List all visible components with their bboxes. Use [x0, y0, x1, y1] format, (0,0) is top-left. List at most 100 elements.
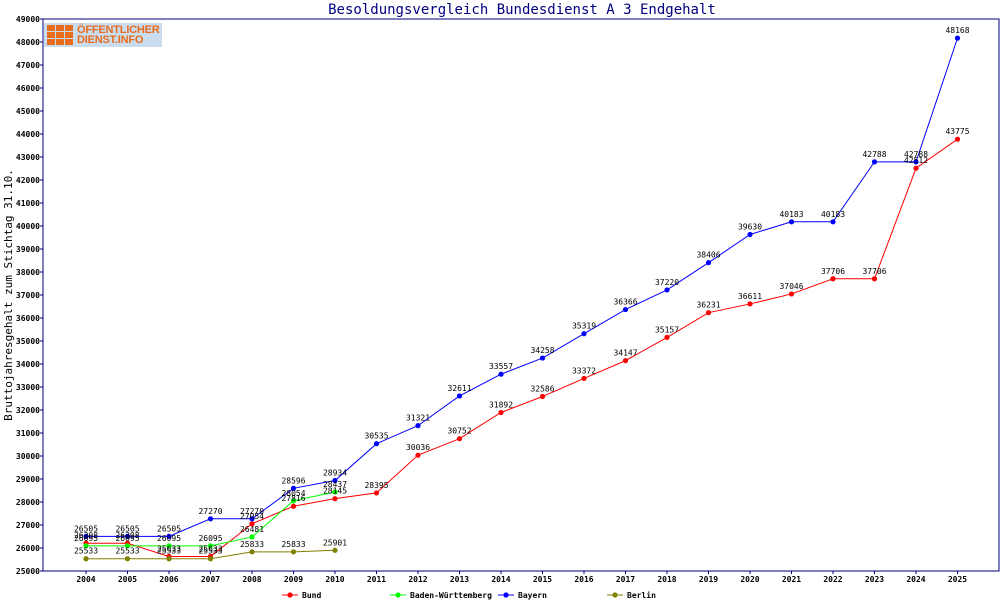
x-tick-label: 2005 — [118, 575, 137, 584]
data-point — [83, 533, 89, 539]
data-point — [83, 556, 89, 562]
y-tick-label: 36000 — [16, 314, 40, 323]
data-point — [249, 549, 255, 555]
data-label: 42788 — [904, 150, 928, 159]
data-label: 36231 — [696, 301, 720, 310]
data-point — [290, 498, 297, 504]
data-point — [456, 393, 463, 399]
data-point — [871, 276, 878, 282]
data-label: 26208 — [74, 531, 98, 540]
data-point — [415, 452, 421, 458]
data-label: 28437 — [323, 480, 347, 489]
data-label: 31321 — [406, 414, 430, 423]
data-point — [124, 533, 131, 539]
y-tick-label: 40000 — [16, 222, 40, 231]
site-logo: ÖFFENTLICHER DIENST.INFO — [44, 23, 162, 47]
data-label: 28934 — [323, 469, 347, 478]
legend-label: Bayern — [518, 591, 547, 600]
x-tick-label: 2019 — [699, 575, 718, 584]
legend-item: Bund — [282, 591, 321, 600]
y-tick-label: 27000 — [16, 521, 40, 530]
y-tick-label: 45000 — [16, 107, 40, 116]
data-label: 35319 — [572, 322, 596, 331]
y-tick-label: 25000 — [16, 567, 40, 576]
data-label: 25533 — [115, 547, 139, 556]
x-tick-label: 2018 — [657, 575, 676, 584]
data-point — [415, 423, 421, 429]
data-label: 25833 — [240, 540, 264, 549]
data-label: 37706 — [862, 267, 886, 276]
y-tick-label: 34000 — [16, 360, 40, 369]
y-tick-label: 44000 — [16, 130, 40, 139]
y-tick-label: 49000 — [16, 15, 40, 24]
data-point — [788, 219, 795, 225]
series-bund — [83, 136, 961, 560]
series-berlin — [83, 547, 338, 562]
data-point — [539, 393, 546, 400]
data-label: 39630 — [738, 223, 762, 232]
data-label: 37706 — [821, 267, 845, 276]
x-tick-label: 2006 — [159, 575, 178, 584]
data-point — [166, 533, 172, 539]
series-line — [86, 138, 958, 557]
data-point — [622, 358, 629, 364]
series-layer — [83, 35, 961, 562]
data-label: 26505 — [74, 524, 98, 533]
logo-text: ÖFFENTLICHER DIENST.INFO — [77, 24, 160, 46]
logo-line-1: ÖFFENTLICHER — [77, 24, 160, 36]
data-label: 25533 — [74, 547, 98, 556]
x-tick-label: 2010 — [325, 575, 344, 584]
data-point — [332, 477, 338, 484]
x-tick-label: 2015 — [533, 575, 552, 584]
y-axis-label: Bruttojahresgehalt zum Stichtag 31.10. — [2, 169, 15, 421]
y-tick-label: 39000 — [16, 245, 40, 254]
legend-item: Berlin — [607, 590, 656, 600]
data-point — [664, 287, 670, 293]
data-point — [249, 521, 255, 527]
data-label: 26095 — [157, 534, 181, 543]
y-tick-label: 42000 — [16, 176, 40, 185]
data-label: 32586 — [530, 385, 554, 394]
data-label: 48168 — [945, 26, 969, 35]
data-label: 26095 — [115, 534, 139, 543]
data-label: 26095 — [198, 534, 222, 543]
y-tick-label: 41000 — [16, 199, 40, 208]
data-point — [498, 409, 504, 416]
series-baden-w-rttemberg — [83, 489, 338, 549]
x-tick-label: 2004 — [76, 575, 95, 584]
data-label: 25633 — [157, 544, 181, 553]
data-point — [913, 165, 919, 171]
data-labels: 26208 26208 25633 25633 27054 27816 28145 28395… — [74, 26, 970, 556]
data-point — [498, 371, 504, 377]
data-point — [332, 489, 338, 495]
data-label: 31892 — [489, 400, 513, 409]
x-tick-label: 2021 — [782, 575, 801, 584]
y-tick-label: 30000 — [16, 452, 40, 461]
y-tick-label: 32000 — [16, 406, 40, 415]
data-point — [747, 301, 753, 307]
data-label: 28395 — [364, 481, 388, 490]
legend-swatch-marker — [395, 592, 401, 598]
data-label: 37220 — [655, 278, 679, 287]
data-label: 26505 — [115, 524, 139, 533]
data-point — [664, 334, 670, 340]
data-point — [290, 503, 297, 509]
data-point — [249, 516, 255, 522]
data-point — [332, 496, 338, 502]
logo-line-2: DIENST.INFO — [77, 34, 144, 46]
data-label: 36611 — [738, 292, 762, 301]
y-tick-label: 33000 — [16, 383, 40, 392]
data-label: 42512 — [904, 156, 928, 165]
y-tick-label: 31000 — [16, 429, 40, 438]
data-label: 25533 — [198, 547, 222, 556]
data-point — [207, 556, 214, 562]
data-label: 33372 — [572, 366, 596, 375]
series-bayern — [83, 35, 961, 539]
data-label: 33557 — [489, 362, 513, 371]
data-point — [913, 159, 919, 165]
data-label: 27816 — [281, 494, 305, 503]
data-label: 26095 — [74, 534, 98, 543]
data-label: 36366 — [613, 298, 637, 307]
x-tick-label: 2007 — [201, 575, 220, 584]
